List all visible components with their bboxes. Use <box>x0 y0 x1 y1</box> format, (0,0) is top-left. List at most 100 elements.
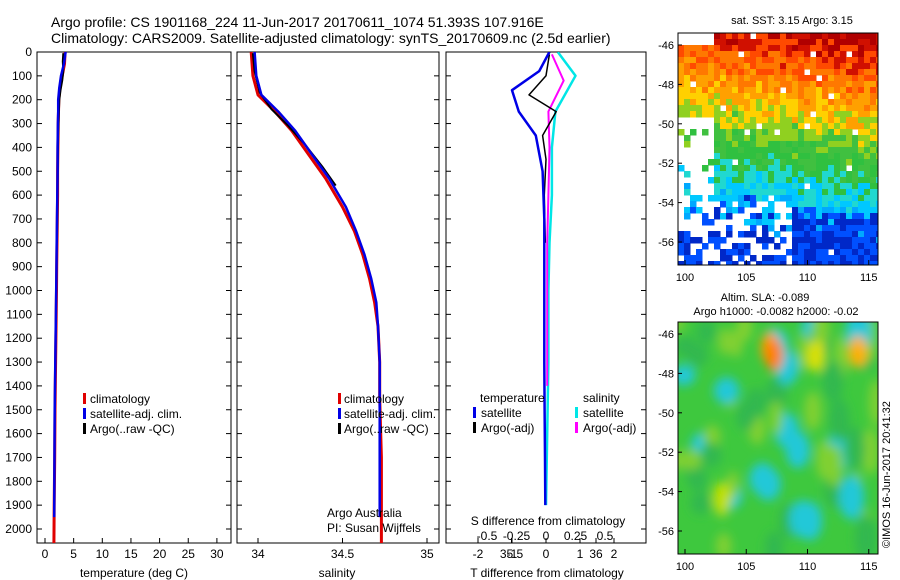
sst-cell <box>804 51 811 58</box>
legend-label: Argo(..raw -QC) <box>344 422 429 436</box>
sst-cell <box>720 51 727 58</box>
sst-cell <box>780 159 787 166</box>
sst-cell <box>786 105 793 112</box>
sst-cell <box>804 243 811 250</box>
sst-cell <box>690 255 697 262</box>
sst-cell <box>798 141 805 148</box>
sst-cell <box>750 165 757 172</box>
sst-cell <box>798 135 805 142</box>
sst-cell <box>780 99 787 106</box>
sst-cell <box>816 171 823 178</box>
sst-cell <box>828 255 835 262</box>
sst-cell <box>726 99 733 106</box>
sst-cell <box>690 99 697 106</box>
sst-cell <box>792 63 799 70</box>
sst-cell <box>804 63 811 70</box>
sst-cell <box>786 225 793 232</box>
sst-cell <box>798 87 805 94</box>
sst-cell <box>756 45 763 52</box>
sst-cell <box>864 243 871 250</box>
sst-cell <box>822 231 829 238</box>
sst-cell <box>834 171 841 178</box>
sst-cell <box>840 33 847 40</box>
x-tick-label: 1 <box>577 547 584 561</box>
sst-cell <box>690 57 697 64</box>
sst-cell <box>786 165 793 172</box>
sst-cell <box>768 57 775 64</box>
sst-cell <box>750 153 757 160</box>
sst-cell <box>762 105 769 112</box>
sst-cell <box>690 201 697 208</box>
sst-cell <box>744 117 751 124</box>
sst-cell <box>774 111 781 118</box>
sst-cell <box>834 99 841 106</box>
sst-cell <box>732 171 739 178</box>
sst-cell <box>876 111 878 118</box>
sst-cell <box>810 81 817 88</box>
header-line-1: Argo profile: CS 1901168_224 11-Jun-2017… <box>51 14 544 30</box>
sla-anomaly <box>678 450 687 471</box>
sst-cell <box>726 87 733 94</box>
sst-cell <box>864 153 871 160</box>
sst-cell <box>852 201 859 208</box>
sst-cell <box>834 249 841 256</box>
sst-cell <box>732 183 739 190</box>
sst-cell <box>702 105 709 112</box>
sst-cell <box>726 249 733 256</box>
sst-cell <box>768 69 775 76</box>
sst-cell <box>876 243 878 250</box>
sst-cell <box>810 219 817 226</box>
sst-cell <box>780 255 787 262</box>
sst-cell <box>798 33 805 40</box>
sst-cell <box>846 45 853 52</box>
sst-cell <box>834 189 841 196</box>
sst-cell <box>690 45 697 52</box>
sst-cell <box>834 207 841 214</box>
sst-cell <box>768 63 775 70</box>
temperature-axis-label: temperature (deg C) <box>80 566 188 580</box>
sst-cell <box>732 165 739 172</box>
sst-cell <box>846 111 853 118</box>
sst-cell <box>774 261 781 265</box>
sst-cell <box>828 75 835 82</box>
sst-cell <box>744 33 751 40</box>
sst-cell <box>738 153 745 160</box>
sst-cell <box>798 51 805 58</box>
sst-cell <box>834 117 841 124</box>
sst-cell <box>684 189 691 196</box>
sst-cell <box>720 177 727 184</box>
y-tick-label: -52 <box>658 447 674 459</box>
sst-cell <box>852 183 859 190</box>
sst-cell <box>804 237 811 244</box>
sst-cell <box>804 177 811 184</box>
sst-cell <box>822 51 829 58</box>
sst-cell <box>822 87 829 94</box>
sst-cell <box>762 153 769 160</box>
sst-cell <box>786 177 793 184</box>
sst-cell <box>750 141 757 148</box>
sst-cell <box>726 123 733 130</box>
sst-cell <box>792 117 799 124</box>
sst-cell <box>846 153 853 160</box>
sst-cell <box>804 129 811 136</box>
sst-cell <box>738 117 745 124</box>
sst-cell <box>750 213 757 220</box>
sst-cell <box>726 75 733 82</box>
sst-cell <box>840 105 847 112</box>
depth-tick-label: 100 <box>12 69 32 83</box>
sst-cell <box>840 69 847 76</box>
sst-cell <box>756 93 763 100</box>
legend-swatch-satellite <box>83 408 86 419</box>
sst-cell <box>738 63 745 70</box>
sst-cell <box>684 207 691 214</box>
sst-cell <box>726 183 733 190</box>
sst-cell <box>762 123 769 130</box>
sst-cell <box>798 243 805 250</box>
sst-cell <box>786 171 793 178</box>
sst-cell <box>804 153 811 160</box>
sst-cell <box>852 51 859 58</box>
sst-cell <box>708 219 715 226</box>
sst-cell <box>864 69 871 76</box>
sst-cell <box>798 105 805 112</box>
sst-cell <box>870 33 877 40</box>
